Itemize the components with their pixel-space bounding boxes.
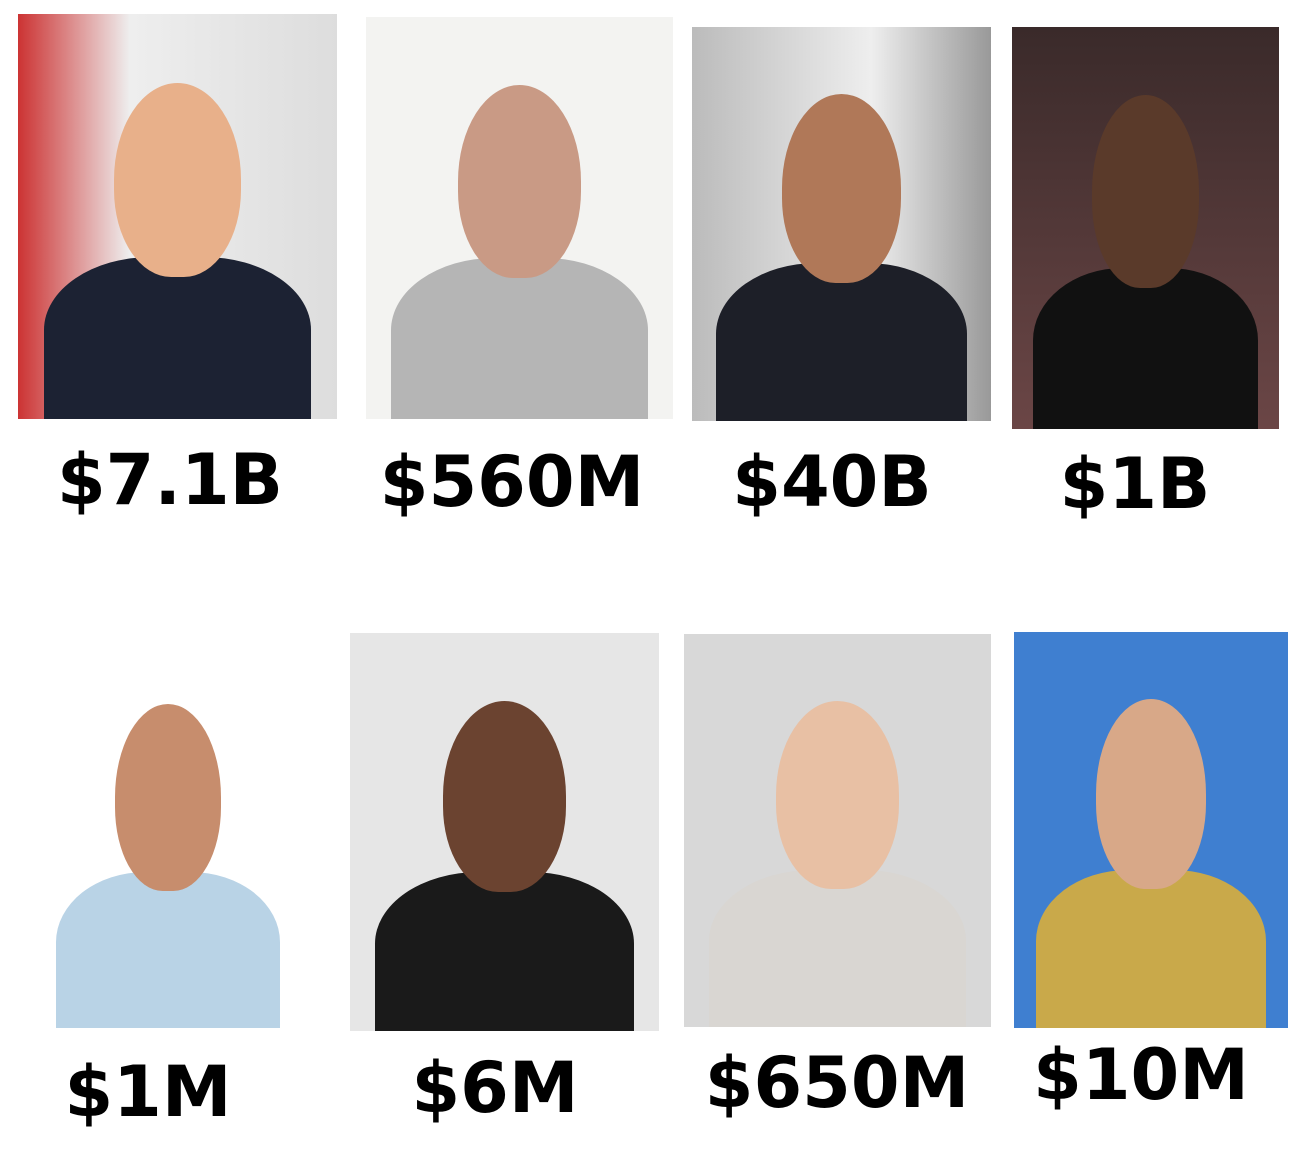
net-worth-label: $40B xyxy=(732,441,932,523)
portrait-photo xyxy=(18,14,337,419)
net-worth-label: $650M xyxy=(704,1042,970,1124)
net-worth-label: $1M xyxy=(64,1051,232,1133)
portrait-photo xyxy=(366,17,673,419)
net-worth-label: $10M xyxy=(1033,1034,1249,1116)
portrait-photo xyxy=(684,634,991,1027)
net-worth-label: $560M xyxy=(379,441,645,523)
net-worth-label: $7.1B xyxy=(56,439,284,521)
portrait-photo xyxy=(692,27,991,421)
portrait-photo xyxy=(35,638,301,1028)
portrait-photo xyxy=(1012,27,1279,429)
net-worth-label: $6M xyxy=(411,1047,579,1129)
portrait-photo xyxy=(350,633,659,1031)
net-worth-label: $1B xyxy=(1059,443,1211,525)
portrait-photo xyxy=(1014,632,1288,1028)
